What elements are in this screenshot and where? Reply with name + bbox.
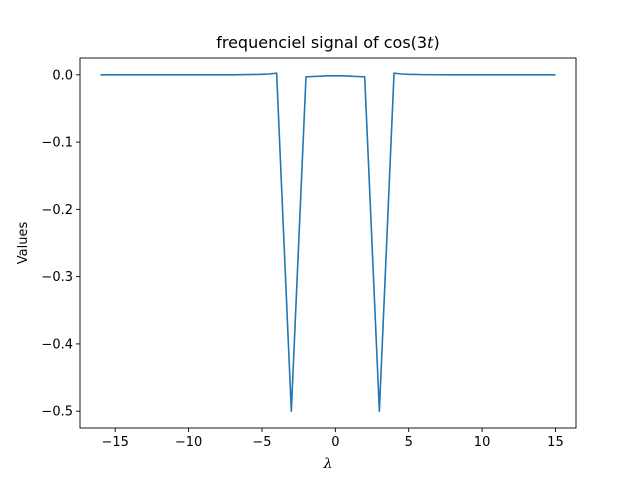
y-tick-label: −0.1 (41, 136, 73, 151)
chart-title: frequenciel signal of cos(3t) (216, 33, 440, 52)
x-tick-label: −10 (175, 435, 202, 450)
y-tick-label: 0.0 (52, 68, 73, 83)
axes-layer: −15 −10 −5 0 5 10 15 0.0 −0.1 −0.2 −0.3 −0.4 −0.5 (41, 57, 577, 450)
y-tick-label: −0.5 (41, 405, 73, 420)
x-tick-label: 10 (474, 435, 491, 450)
x-tick-label: −5 (252, 435, 271, 450)
x-axis-label: λ (323, 456, 333, 472)
data-layer (100, 72, 556, 412)
plot-area (80, 58, 576, 428)
x-tick-label: 5 (405, 435, 413, 450)
axes-frame (79, 57, 577, 429)
y-tick-label: −0.2 (41, 203, 73, 218)
x-tick-label: −15 (102, 435, 129, 450)
y-tick-label: −0.4 (41, 337, 73, 352)
x-tick-label: 0 (331, 435, 339, 450)
series-line-0 (100, 72, 556, 412)
y-axis-label: Values (16, 222, 31, 265)
x-tick-label: 15 (547, 435, 564, 450)
y-tick-label: −0.3 (41, 270, 73, 285)
